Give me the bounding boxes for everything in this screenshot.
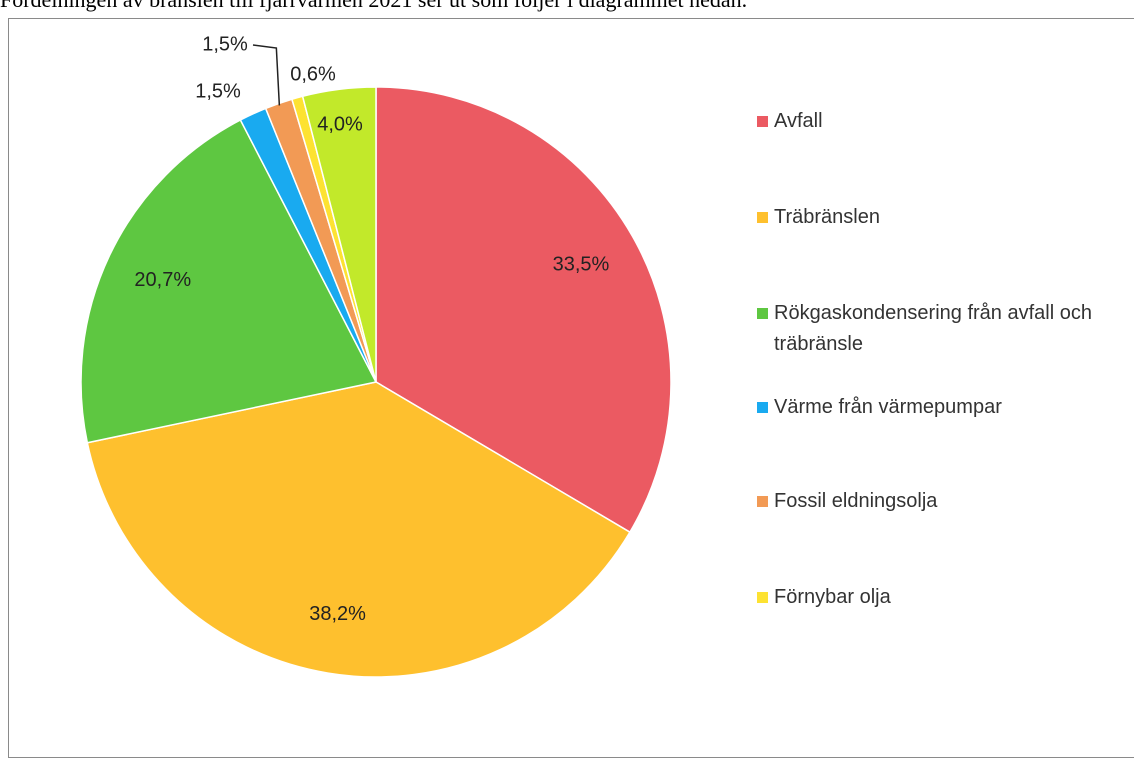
legend-swatch [757,212,768,223]
data-label: 4,0% [317,113,363,135]
data-label: 38,2% [309,603,366,625]
pie-slice [301,86,377,383]
legend-swatch [757,116,768,127]
legend-label: Träbränslen [774,206,880,228]
data-label: 20,7% [134,269,191,291]
legend-swatch [757,308,768,319]
data-label: 0,6% [290,63,336,85]
page-title: Fördelningen av bränslen till fjärrvärme… [0,0,747,13]
legend-label: Förnybar olja [774,586,891,608]
legend-label: Rökgaskondensering från avfall och träbr… [774,302,1092,355]
legend-item: Avfall [757,106,1127,137]
pie-slice [375,86,672,534]
legend-label: Värme från värmepumpar [774,396,1002,418]
legend-label: Fossil eldningsolja [774,490,938,512]
data-label: 33,5% [553,253,610,275]
legend-label: Avfall [774,110,823,132]
legend-item: Träbränslen [757,202,1127,233]
legend-item: Värme från värmepumpar [757,392,1127,423]
pie-slice [86,381,631,678]
legend-item: Rökgaskondensering från avfall och träbr… [757,298,1127,360]
data-label: 1,5% [202,33,248,55]
legend-swatch [757,592,768,603]
legend-swatch [757,496,768,507]
legend-item: Förnybar olja [757,582,1127,613]
data-label: 1,5% [195,80,241,102]
pie-slice [80,118,378,444]
legend-item: Fossil eldningsolja [757,486,1127,517]
legend-swatch [757,402,768,413]
leader-line [252,44,281,106]
